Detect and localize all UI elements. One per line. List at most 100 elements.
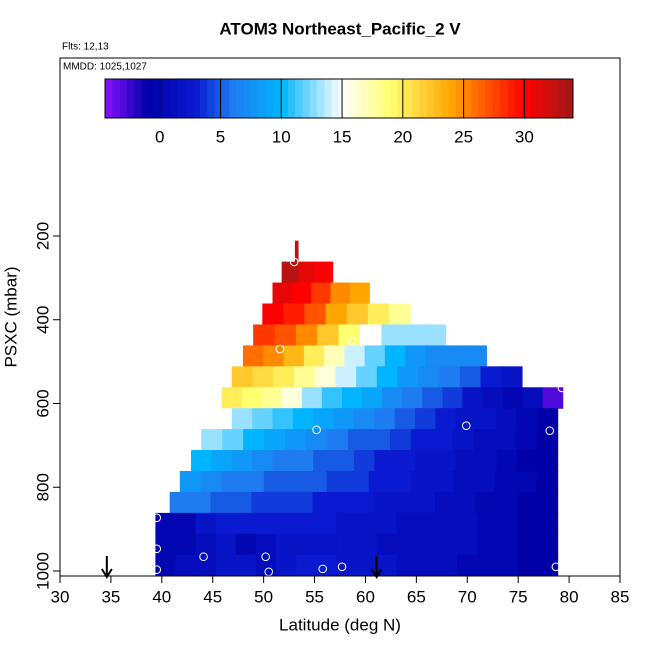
colorbar-step <box>141 79 150 118</box>
heatmap-cell <box>252 366 274 388</box>
heatmap-cell <box>455 491 477 514</box>
heatmap-cell <box>497 554 518 577</box>
heatmap-cell <box>394 408 416 430</box>
colorbar-step <box>331 79 340 118</box>
heatmap-cell <box>422 387 443 409</box>
heatmap-cell <box>494 471 517 493</box>
heatmap-cell <box>536 429 559 451</box>
colorbar-step <box>265 79 274 118</box>
heatmap-cell <box>367 303 390 326</box>
heatmap-cell <box>316 512 337 535</box>
colorbar-step <box>434 79 442 118</box>
colorbar-step <box>324 79 332 118</box>
heatmap-cell <box>252 408 274 430</box>
heatmap-cell <box>482 387 504 409</box>
heatmap-cell <box>311 282 332 305</box>
heatmap-cell <box>191 450 213 472</box>
heatmap-cell <box>457 533 478 556</box>
x-axis-title: Latitude (deg N) <box>279 615 401 634</box>
heatmap-cell <box>376 512 398 535</box>
colorbar-step <box>360 79 369 118</box>
heatmap-cell <box>222 429 244 451</box>
heatmap-cell <box>459 366 482 388</box>
colorbar-step <box>207 79 215 118</box>
heatmap-cell <box>414 491 436 514</box>
heatmap-cell <box>296 533 317 556</box>
colorbar-step <box>507 79 515 118</box>
heatmap-cell <box>424 324 447 346</box>
heatmap-cell <box>283 303 306 326</box>
heatmap-cell <box>215 554 237 577</box>
heatmap-cell <box>389 471 412 493</box>
heatmap-cell <box>325 303 348 326</box>
heatmap-cell <box>321 387 343 409</box>
heatmap-cell <box>516 408 538 430</box>
heatmap-cell <box>353 450 375 472</box>
heatmap-cell <box>210 491 232 514</box>
sample-point <box>318 564 327 574</box>
sample-point <box>199 552 208 562</box>
heatmap-cell <box>338 324 361 346</box>
heatmap-cell <box>336 533 358 556</box>
colorbar-tick-label: 15 <box>333 127 352 146</box>
colorbar-step <box>185 79 194 118</box>
flights-label: Flts: 12,13 <box>62 42 109 53</box>
heatmap-cell <box>501 366 523 388</box>
colorbar-step <box>112 79 120 118</box>
heatmap-cell <box>476 450 498 472</box>
colorbar-step <box>463 79 471 118</box>
x-tick-label: 65 <box>407 587 426 606</box>
heatmap-cell <box>291 282 312 305</box>
heatmap-cell <box>292 408 314 430</box>
sample-point <box>275 344 285 354</box>
heatmap-cell <box>315 261 334 284</box>
heatmap-cell <box>211 408 233 430</box>
colorbar-step <box>287 79 296 118</box>
sample-point <box>289 257 299 267</box>
colorbar-tick-label: 5 <box>216 127 225 146</box>
y-tick-label: 1000 <box>33 552 52 590</box>
heatmap-cell <box>272 408 294 430</box>
heatmap-cell <box>397 366 419 388</box>
heatmap-cell <box>455 408 477 430</box>
heatmap-cell <box>418 366 440 388</box>
colorbar-step <box>222 79 230 118</box>
colorbar-tick-label: 30 <box>515 127 534 146</box>
arrow-shape <box>370 556 383 579</box>
heatmap-cell <box>473 471 496 493</box>
heatmap-cell <box>252 450 274 472</box>
heatmap-cell <box>502 387 524 409</box>
sample-point <box>347 336 357 346</box>
colorbar-step <box>382 79 391 118</box>
colorbar-step <box>368 79 376 118</box>
heatmap-cell <box>242 345 264 367</box>
heatmap-cell <box>333 491 355 514</box>
colorbar-tick-label: 25 <box>454 127 473 146</box>
heatmap-cell <box>221 387 243 409</box>
heatmap-cell <box>515 429 538 451</box>
heatmap-cell <box>276 554 297 577</box>
heatmap-cell <box>416 512 438 535</box>
heatmap-cell <box>292 450 314 472</box>
heatmap-cell <box>295 324 318 346</box>
heatmap-cell <box>296 554 317 577</box>
heatmap-cell <box>376 366 399 388</box>
heatmap-cell <box>410 429 433 451</box>
heatmap-cell <box>496 491 518 514</box>
colorbar-step <box>419 79 428 118</box>
heatmap-cell <box>457 512 478 535</box>
heatmap-cell <box>368 429 391 451</box>
heatmap-cell <box>200 471 223 493</box>
heatmap-cell <box>293 366 316 388</box>
heatmap-cell <box>215 533 237 556</box>
heatmap-cell <box>326 471 349 493</box>
heatmap-cell <box>402 324 425 346</box>
heatmap-cell <box>301 387 323 409</box>
colorbar-step <box>375 79 384 118</box>
colorbar-step <box>397 79 406 118</box>
heatmap-cell <box>272 450 294 472</box>
heatmap-cell <box>235 512 257 535</box>
heatmap-cell <box>410 471 433 493</box>
heatmap-cell <box>368 471 391 493</box>
heatmap-cell <box>497 533 518 556</box>
